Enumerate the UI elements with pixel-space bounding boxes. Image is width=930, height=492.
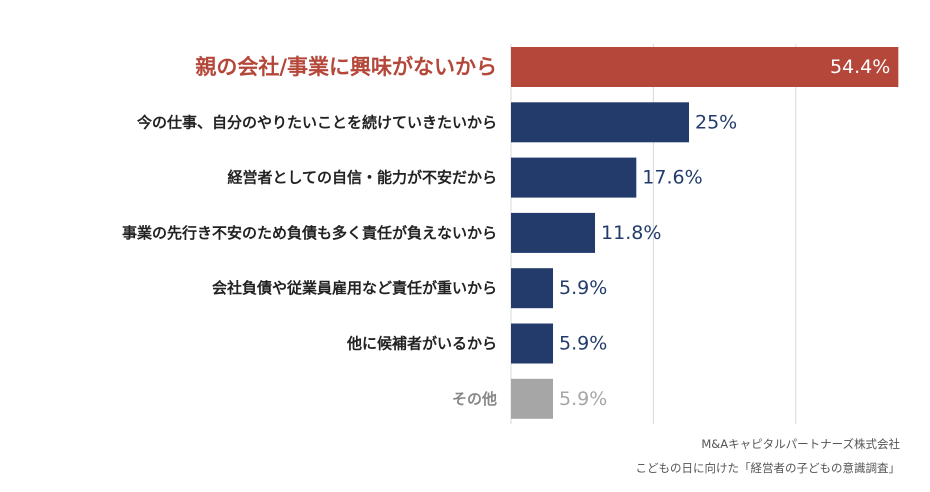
bar-6 <box>511 378 554 419</box>
bar-1 <box>511 102 689 143</box>
value-label-1: 25% <box>695 111 737 133</box>
bar-4 <box>511 268 554 309</box>
value-label-2: 17.6% <box>642 167 702 189</box>
bar-3 <box>511 212 596 253</box>
category-labels: 親の会社/事業に興味がないから今の仕事、自分のやりたいことを続けていきたいから経… <box>122 55 497 408</box>
category-label-0: 親の会社/事業に興味がないから <box>195 55 497 79</box>
bar-2 <box>511 157 637 198</box>
bar-0 <box>511 47 899 87</box>
source-survey: こどもの日に向けた「経営者の子どもの意識調査」 <box>635 461 901 475</box>
category-label-5: 他に候補者がいるから <box>346 335 497 353</box>
value-label-3: 11.8% <box>601 222 661 244</box>
category-label-6: その他 <box>452 390 497 408</box>
value-label-4: 5.9% <box>559 277 607 299</box>
value-label-6: 5.9% <box>559 388 607 410</box>
category-label-2: 経営者としての自信・能力が不安だから <box>227 169 497 187</box>
bars <box>511 47 899 419</box>
category-label-3: 事業の先行き不安のため負債も多く責任が負えないから <box>122 224 497 242</box>
value-labels: 54.4% 25% 17.6% 11.8% 5.9% 5.9% 5.9% <box>559 56 890 410</box>
value-label-0: 54.4% <box>830 56 890 78</box>
bar-5 <box>511 323 554 364</box>
category-label-4: 会社負債や従業員雇用など責任が重いから <box>212 279 497 297</box>
value-label-5: 5.9% <box>559 333 607 355</box>
source-company: M&Aキャピタルパートナーズ株式会社 <box>701 437 900 451</box>
category-label-1: 今の仕事、自分のやりたいことを続けていきたいから <box>136 113 497 131</box>
